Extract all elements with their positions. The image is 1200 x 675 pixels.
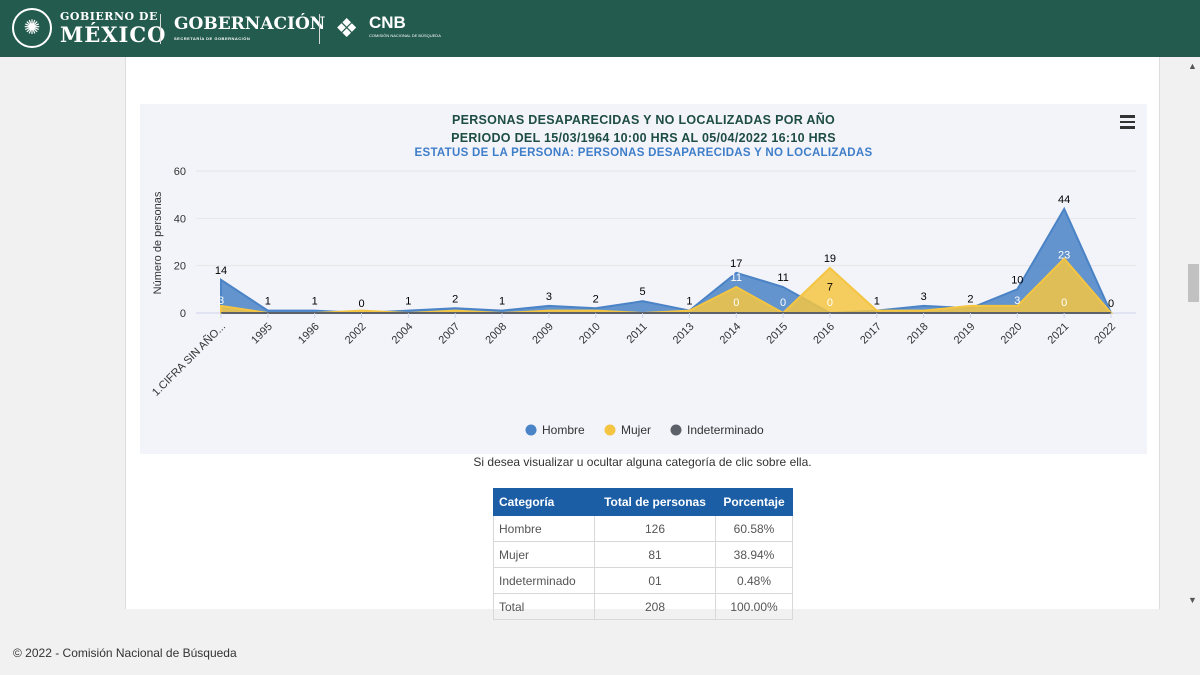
cell-percentage: 100.00%: [715, 593, 793, 620]
cell-total: 126: [594, 515, 716, 542]
cell-category: Mujer: [493, 541, 595, 568]
table-row: Total 208 100.00%: [493, 593, 793, 620]
gobernacion-logo[interactable]: GOBERNACIÓN SECRETARÍA DE GOBERNACIÓN: [174, 16, 325, 41]
legend-item-hombre[interactable]: Hombre: [525, 423, 586, 437]
page-scrollbar[interactable]: [1185, 57, 1200, 609]
column-header-categoria: Categoría: [493, 488, 595, 516]
summary-table: Categoría Total de personas Porcentaje H…: [493, 488, 793, 620]
table-row: Hombre 126 60.58%: [493, 515, 793, 542]
scroll-down-arrow-icon[interactable]: ▼: [1188, 595, 1197, 605]
cell-percentage: 60.58%: [715, 515, 793, 542]
cell-total: 208: [594, 593, 716, 620]
legend-marker-indeterminado: [670, 424, 682, 436]
mexico-seal-icon: ✺: [12, 8, 52, 48]
cnb-emblem-icon: ❖: [335, 13, 359, 43]
cnb-logo-subtext: COMISIÓN NACIONAL DE BÚSQUEDA: [369, 33, 441, 38]
table-row: Mujer 81 38.94%: [493, 541, 793, 568]
legend-item-mujer[interactable]: Mujer: [604, 423, 652, 437]
logo-divider: [319, 14, 320, 44]
cell-category: Indeterminado: [493, 567, 595, 594]
cell-category: Total: [493, 593, 595, 620]
gobernacion-logo-subtext: SECRETARÍA DE GOBERNACIÓN: [174, 36, 251, 41]
logo-line2: MÉXICO: [60, 22, 167, 47]
gobierno-de-mexico-logo[interactable]: GOBIERNO DE MÉXICO: [60, 11, 166, 45]
top-navbar: ✺ GOBIERNO DE MÉXICO GOBERNACIÓN SECRETA…: [0, 0, 1200, 57]
table-header-row: Categoría Total de personas Porcentaje: [493, 488, 793, 516]
cell-total: 81: [594, 541, 716, 568]
cnb-logo[interactable]: CNB COMISIÓN NACIONAL DE BÚSQUEDA: [369, 14, 441, 38]
cell-percentage: 0.48%: [715, 567, 793, 594]
cell-category: Hombre: [493, 515, 595, 542]
chart-menu-button[interactable]: [1118, 112, 1138, 130]
scroll-up-arrow-icon[interactable]: ▲: [1188, 61, 1197, 71]
legend-hint-text: Si desea visualizar u ocultar alguna cat…: [473, 455, 812, 469]
legend-label-hombre: Hombre: [542, 423, 585, 437]
cell-total: 01: [594, 567, 716, 594]
column-header-porcentaje: Porcentaje: [715, 488, 793, 516]
chart-title: PERSONAS DESAPARECIDAS Y NO LOCALIZADAS …: [451, 113, 836, 127]
table-row: Indeterminado 01 0.48%: [493, 567, 793, 594]
legend-marker-mujer: [604, 424, 616, 436]
logo-divider: [160, 14, 161, 44]
legend-label-indeterminado: Indeterminado: [687, 423, 764, 437]
chart-subtitle-period: PERIODO DEL 15/03/1964 10:00 HRS AL 05/0…: [451, 131, 836, 145]
legend-item-indeterminado[interactable]: Indeterminado: [670, 423, 765, 437]
footer-copyright: © 2022 - Comisión Nacional de Búsqueda: [13, 646, 237, 660]
gobernacion-logo-text: GOBERNACIÓN: [174, 14, 326, 34]
column-header-total: Total de personas: [594, 488, 716, 516]
chart-subtitle-status: ESTATUS DE LA PERSONA: PERSONAS DESAPARE…: [414, 147, 873, 159]
cell-percentage: 38.94%: [715, 541, 793, 568]
legend-label-mujer: Mujer: [621, 423, 651, 437]
scrollbar-thumb[interactable]: [1188, 264, 1199, 302]
legend-marker-hombre: [525, 424, 537, 436]
cnb-logo-text: CNB: [369, 13, 406, 32]
logo-line1: GOBIERNO DE: [60, 10, 158, 23]
